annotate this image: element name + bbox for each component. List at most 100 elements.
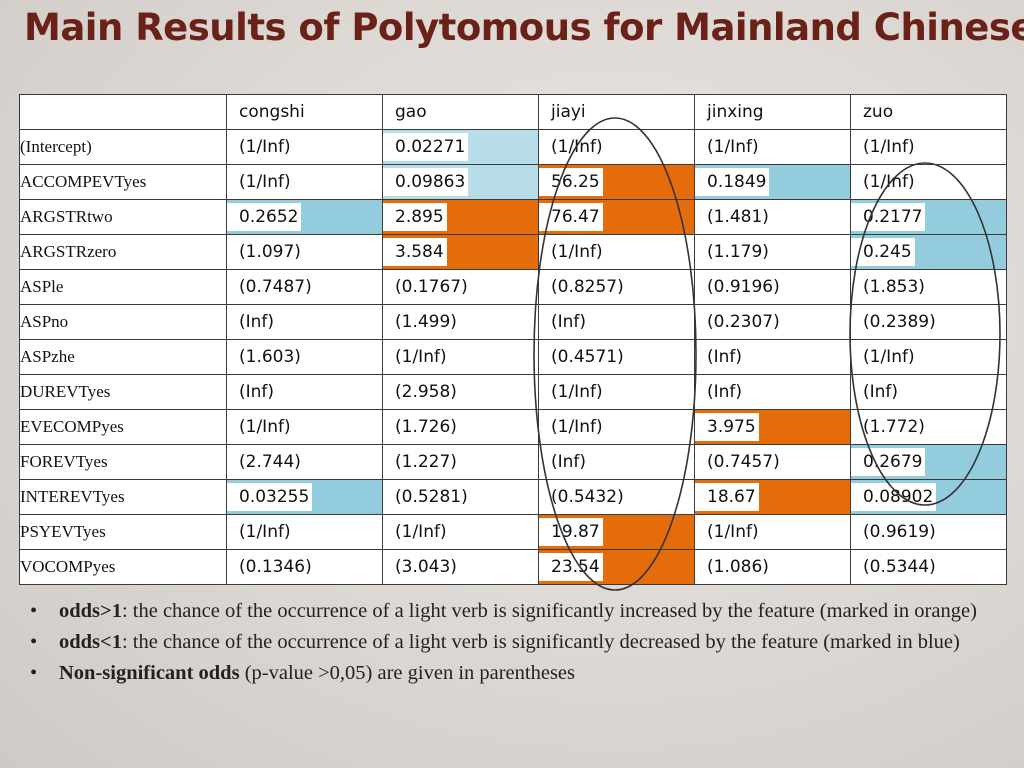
table-cell-zuo: (0.2389) [850, 304, 1007, 340]
table-cell-zuo: (0.9619) [850, 514, 1007, 550]
table-cell-gao: (1.499) [382, 304, 539, 340]
table-cell-jinxing: (0.2307) [694, 304, 851, 340]
table-row: ASPno (Inf) (1.499) (Inf) (0.2307) (0.2389) [19, 304, 1007, 340]
note-text: : the chance of the occurrence of a ligh… [121, 600, 977, 622]
table-cell-zuo: (1.772) [850, 409, 1007, 445]
table-cell-jiayi: (1/Inf) [538, 129, 695, 165]
table-row: EVECOMPyes (1/Inf) (1.726) (1/Inf) 3.975 (1.7… [19, 409, 1007, 445]
table-cell-gao: 0.02271 [382, 129, 539, 165]
column-header-jinxing: jinxing [694, 94, 851, 130]
table-cell-jinxing: (Inf) [694, 374, 851, 410]
table-cell-congshi: (2.744) [226, 444, 383, 480]
table-cell-zuo: (Inf) [850, 374, 1007, 410]
table-cell-jiayi: 19.87 [538, 514, 695, 550]
row-label: (Intercept) [19, 129, 227, 165]
table-row: INTEREVTyes 0.03255 (0.5281) (0.5432) 18.67 0… [19, 479, 1007, 515]
table-cell-congshi: 0.03255 [226, 479, 383, 515]
table-cell-gao: (2.958) [382, 374, 539, 410]
table-row: ASPle (0.7487) (0.1767) (0.8257) (0.9196) (1.… [19, 269, 1007, 305]
table-row: ARGSTRzero (1.097) 3.584 (1/Inf) (1.179) 0.24… [19, 234, 1007, 270]
bullet-icon: • [30, 662, 38, 684]
table-cell-jinxing: (1/Inf) [694, 129, 851, 165]
table-cell-zuo: (1/Inf) [850, 164, 1007, 200]
table-cell-gao: (1/Inf) [382, 514, 539, 550]
row-label: ARGSTRtwo [19, 199, 227, 235]
table-cell-jiayi: (Inf) [538, 444, 695, 480]
table-cell-jiayi: 23.54 [538, 549, 695, 585]
table-cell-zuo: 0.245 [850, 234, 1007, 270]
table-row: ASPzhe (1.603) (1/Inf) (0.4571) (Inf) (1/Inf) [19, 339, 1007, 375]
notes-list: • odds>1: the chance of the occurrence of… [30, 596, 990, 689]
table-cell-gao: (0.5281) [382, 479, 539, 515]
row-label: DUREVTyes [19, 374, 227, 410]
note-item: • Non-significant odds (p-value >0,05) ar… [30, 658, 990, 689]
table-cell-jiayi: (1/Inf) [538, 234, 695, 270]
table-cell-jiayi: 56.25 [538, 164, 695, 200]
table-cell-congshi: 0.2652 [226, 199, 383, 235]
table-cell-congshi: (1.097) [226, 234, 383, 270]
table-cell-jinxing: (1/Inf) [694, 514, 851, 550]
table-cell-jiayi: 76.47 [538, 199, 695, 235]
row-label: INTEREVTyes [19, 479, 227, 515]
table-cell-jinxing: (0.9196) [694, 269, 851, 305]
table-cell-gao: (0.1767) [382, 269, 539, 305]
table-cell-jinxing: (1.086) [694, 549, 851, 585]
table-cell-congshi: (1/Inf) [226, 129, 383, 165]
table-cell-congshi: (Inf) [226, 374, 383, 410]
table-cell-jiayi: (Inf) [538, 304, 695, 340]
table-cell-gao: (1.726) [382, 409, 539, 445]
table-cell-zuo: (0.5344) [850, 549, 1007, 585]
table-cell-gao: (1.227) [382, 444, 539, 480]
table-cell-jiayi: (1/Inf) [538, 374, 695, 410]
table-row: FOREVTyes (2.744) (1.227) (Inf) (0.7457) 0.26… [19, 444, 1007, 480]
header-blank-cell [19, 94, 227, 130]
table-cell-jiayi: (1/Inf) [538, 409, 695, 445]
note-term: odds<1 [59, 631, 122, 653]
table-cell-congshi: (0.7487) [226, 269, 383, 305]
table-row: (Intercept) (1/Inf) 0.02271 (1/Inf) (1/Inf)(… [19, 129, 1007, 165]
table-cell-zuo: (1/Inf) [850, 339, 1007, 375]
table-cell-congshi: (1.603) [226, 339, 383, 375]
table-cell-congshi: (Inf) [226, 304, 383, 340]
table-cell-jinxing: (1.179) [694, 234, 851, 270]
table-cell-jinxing: 0.1849 [694, 164, 851, 200]
column-header-gao: gao [382, 94, 539, 130]
table-cell-congshi: (0.1346) [226, 549, 383, 585]
table-cell-jiayi: (0.5432) [538, 479, 695, 515]
slide-title: Main Results of Polytomous for Mainland … [24, 6, 1024, 49]
table-cell-jinxing: (1.481) [694, 199, 851, 235]
table-cell-jinxing: (0.7457) [694, 444, 851, 480]
row-label: ACCOMPEVTyes [19, 164, 227, 200]
note-item: • odds<1: the chance of the occurrence of… [30, 627, 990, 658]
results-table: congshi gao jiayi jinxing zuo (Intercept) (1/I… [19, 94, 1007, 585]
bullet-icon: • [30, 631, 38, 653]
table-cell-zuo: 0.2177 [850, 199, 1007, 235]
table-cell-gao: (3.043) [382, 549, 539, 585]
column-header-congshi: congshi [226, 94, 383, 130]
table-cell-gao: 2.895 [382, 199, 539, 235]
column-header-jiayi: jiayi [538, 94, 695, 130]
row-label: PSYEVTyes [19, 514, 227, 550]
row-label: ARGSTRzero [19, 234, 227, 270]
table-row: VOCOMPyes (0.1346) (3.043) 23.54 (1.086) (0.5… [19, 549, 1007, 585]
note-item: • odds>1: the chance of the occurrence of… [30, 596, 990, 627]
table-row: ACCOMPEVTyes (1/Inf) 0.09863 56.25 0.1849 (1/… [19, 164, 1007, 200]
row-label: VOCOMPyes [19, 549, 227, 585]
table-cell-jinxing: 3.975 [694, 409, 851, 445]
table-row: DUREVTyes (Inf) (2.958) (1/Inf) (Inf) (Inf) [19, 374, 1007, 410]
table-cell-zuo: (1/Inf) [850, 129, 1007, 165]
note-term: odds>1 [59, 600, 122, 622]
table-cell-jinxing: 18.67 [694, 479, 851, 515]
note-text: (p-value >0,05) are given in parentheses [239, 662, 576, 684]
table-cell-zuo: 0.08902 [850, 479, 1007, 515]
note-text: : the chance of the occurrence of a ligh… [121, 631, 960, 653]
table-cell-zuo: 0.2679 [850, 444, 1007, 480]
table-cell-congshi: (1/Inf) [226, 164, 383, 200]
bullet-icon: • [30, 600, 38, 622]
table-cell-congshi: (1/Inf) [226, 514, 383, 550]
table-row: ARGSTRtwo 0.2652 2.895 76.47 (1.481) 0.2177 [19, 199, 1007, 235]
row-label: ASPzhe [19, 339, 227, 375]
table-cell-jiayi: (0.8257) [538, 269, 695, 305]
table-header-row: congshi gao jiayi jinxing zuo [19, 94, 1007, 130]
table-cell-gao: 0.09863 [382, 164, 539, 200]
